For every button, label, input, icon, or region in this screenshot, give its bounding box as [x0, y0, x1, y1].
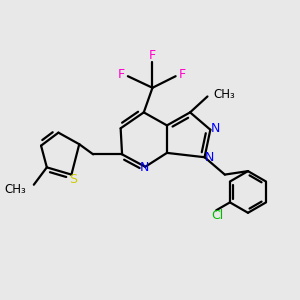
- Text: S: S: [69, 173, 77, 186]
- Text: F: F: [178, 68, 185, 81]
- Text: N: N: [211, 122, 220, 135]
- Text: F: F: [118, 68, 125, 81]
- Text: CH₃: CH₃: [214, 88, 236, 101]
- Text: N: N: [205, 151, 214, 164]
- Text: Cl: Cl: [212, 209, 224, 222]
- Text: N: N: [140, 161, 149, 174]
- Text: CH₃: CH₃: [4, 183, 26, 196]
- Text: F: F: [149, 49, 156, 62]
